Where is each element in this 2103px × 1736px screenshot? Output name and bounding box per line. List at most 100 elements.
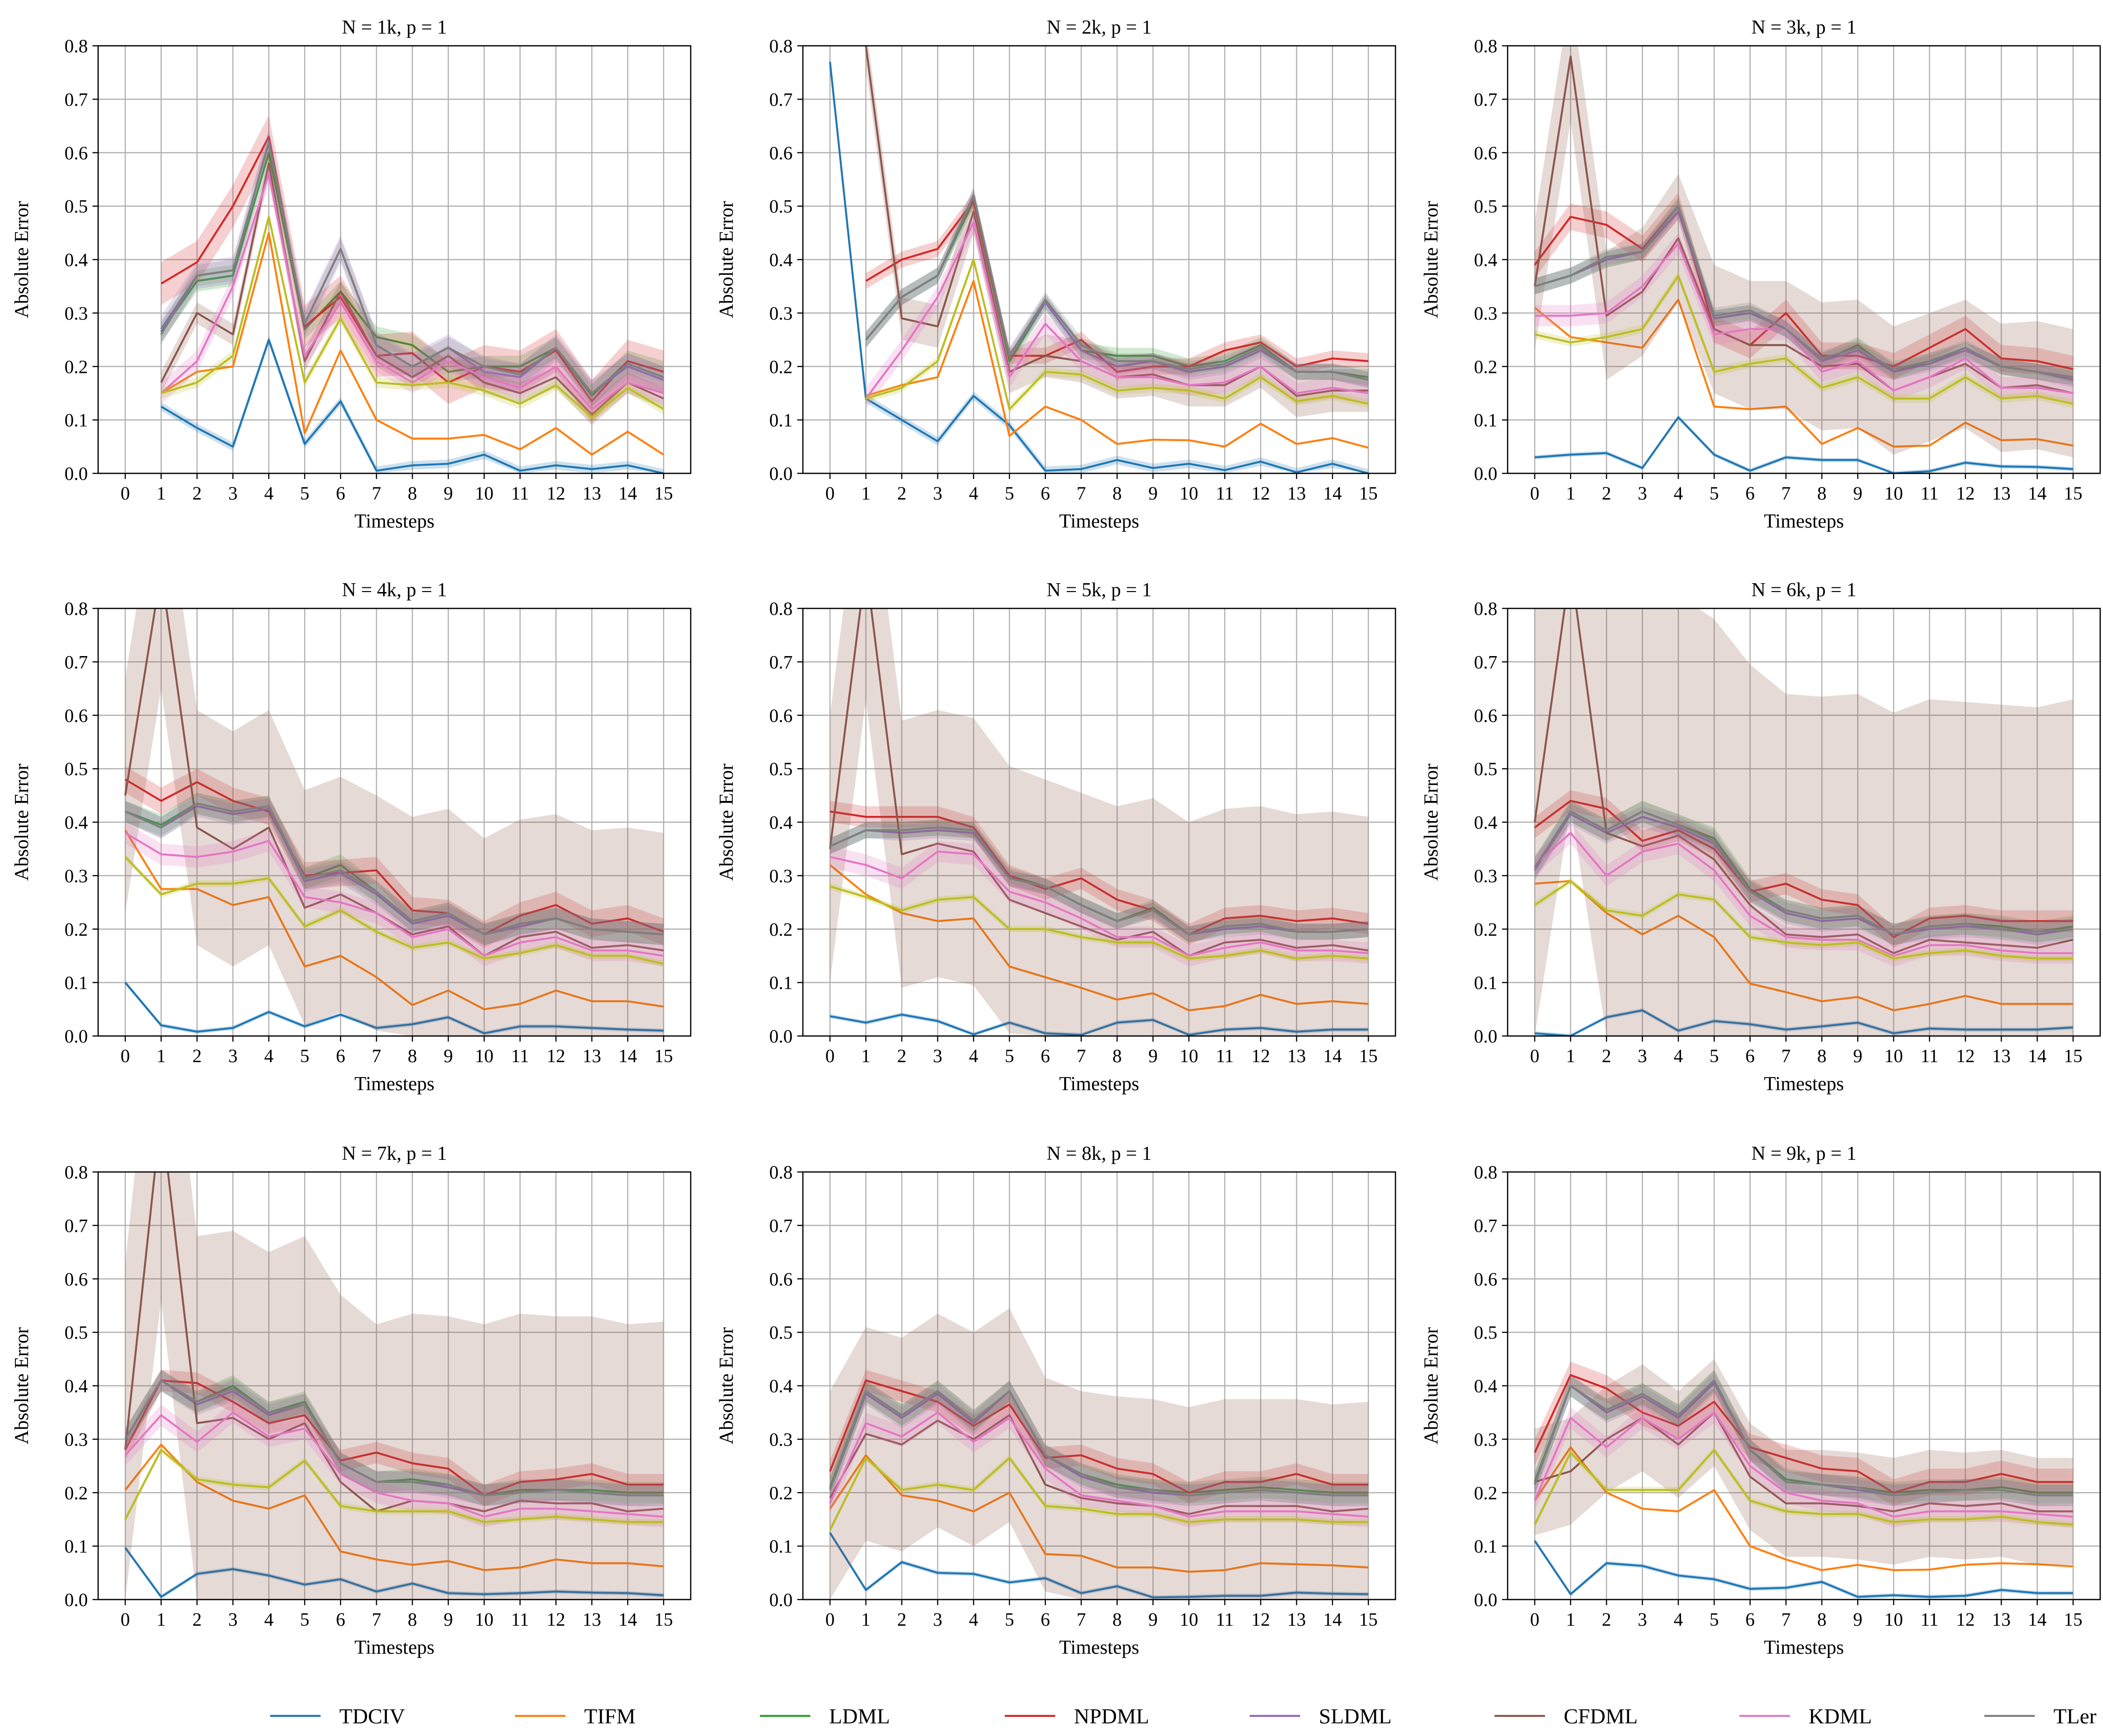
- series-band-ldml: [125, 1370, 664, 1506]
- x-tick-label: 10: [475, 1609, 494, 1630]
- x-axis: 0 1 2 3 4 5 6 7 8 9 10 11 12 13 14 15: [121, 1600, 673, 1630]
- x-tick-label: 15: [654, 483, 673, 504]
- x-tick-label: 8: [1112, 1045, 1122, 1066]
- series-line-tler: [1534, 205, 2074, 379]
- y-tick-label: 0.1: [64, 972, 88, 993]
- x-tick-label: 4: [264, 1609, 273, 1630]
- y-tick-label: 0.3: [1474, 1429, 1497, 1450]
- y-tick-label: 0.2: [64, 919, 88, 940]
- series-line-cfdml: [829, 1414, 1369, 1515]
- x-tick-label: 0: [1530, 1045, 1539, 1066]
- y-axis-label: Absolute Error: [716, 201, 737, 318]
- x-tick-label: 9: [1148, 1609, 1158, 1630]
- x-tick-label: 6: [1041, 1045, 1050, 1066]
- legend-label: CFDML: [1564, 1704, 1638, 1728]
- y-tick-label: 0.5: [769, 1322, 793, 1343]
- y-axis: 0.0 0.1 0.2 0.3 0.4 0.5 0.6 0.7 0.8: [64, 598, 98, 1047]
- series-line-cfdml: [124, 1172, 664, 1513]
- y-tick-label: 0.4: [1474, 812, 1497, 833]
- y-tick-label: 0.6: [64, 143, 88, 164]
- y-tick-label: 0.7: [769, 1215, 793, 1236]
- x-tick-label: 7: [1077, 1609, 1086, 1630]
- y-axis-label: Absolute Error: [1421, 764, 1442, 881]
- x-tick-label: 6: [1041, 483, 1050, 504]
- y-tick-label: 0.7: [1474, 651, 1497, 672]
- y-tick-label: 0.5: [64, 1322, 88, 1343]
- series-band-xler: [161, 211, 664, 423]
- x-tick-label: 1: [157, 1045, 166, 1066]
- series-line-kdml: [829, 1411, 1369, 1518]
- series-band-sldml: [161, 129, 664, 407]
- series-band-tler: [830, 819, 1368, 943]
- y-tick-label: 0.6: [1474, 1269, 1497, 1290]
- y-tick-label: 0.2: [769, 1482, 793, 1503]
- series-band-npdml: [830, 1370, 1368, 1504]
- y-tick-label: 0.8: [769, 1162, 793, 1183]
- x-tick-label: 11: [511, 483, 529, 504]
- series-line-tler: [160, 141, 664, 394]
- y-axis: 0.0 0.1 0.2 0.3 0.4 0.5 0.6 0.7 0.8: [1474, 1162, 1508, 1610]
- series-band-kdml: [830, 841, 1368, 967]
- x-tick-label: 4: [969, 1045, 978, 1066]
- series-line-npdml: [829, 1379, 1368, 1494]
- y-tick-label: 0.0: [64, 1026, 88, 1047]
- y-axis: 0.0 0.1 0.2 0.3 0.4 0.5 0.6 0.7 0.8: [64, 1162, 98, 1610]
- legend-label: SLDML: [1319, 1704, 1392, 1728]
- y-tick-label: 0.3: [1474, 303, 1497, 324]
- x-tick-label: 5: [300, 483, 309, 504]
- series-band-tler: [830, 1380, 1368, 1506]
- series-line-tdciv: [829, 1532, 1369, 1599]
- chart-panel: 0 1 2 3 4 5 6 7 8 9 10 11 12 13 14 150.00.10.20.30.40.5…: [11, 1143, 692, 1658]
- y-axis: 0.0 0.1 0.2 0.3 0.4 0.5 0.6 0.7 0.8: [769, 36, 803, 484]
- y-tick-label: 0.8: [64, 36, 88, 57]
- series-band-kdml: [125, 1401, 664, 1528]
- y-tick-label: 0.1: [769, 1536, 793, 1557]
- y-axis: 0.0 0.1 0.2 0.3 0.4 0.5 0.6 0.7 0.8: [769, 1162, 803, 1610]
- legend-label: NPDML: [1074, 1704, 1149, 1728]
- chart-panel: 0 1 2 3 4 5 6 7 8 9 10 11 12 13 14 150.00.10.20.30.40.5…: [1421, 579, 2101, 1095]
- series-line-xler: [829, 1457, 1368, 1531]
- series-band-sldml: [1535, 1372, 2073, 1506]
- chart-panel: 0 1 2 3 4 5 6 7 8 9 10 11 12 13 14 150.00.10.20.30.40.5…: [716, 579, 1396, 1095]
- y-tick-label: 0.4: [64, 250, 88, 271]
- x-tick-label: 13: [1287, 1609, 1306, 1630]
- y-tick-label: 0.8: [64, 1162, 88, 1183]
- y-axis-label: Absolute Error: [1421, 1327, 1442, 1444]
- x-axis: 0 1 2 3 4 5 6 7 8 9 10 11 12 13 14 15: [1530, 473, 2082, 504]
- x-tick-label: 4: [1674, 483, 1683, 504]
- series-band-cfdml: [830, 1308, 1368, 1600]
- series-band-tler: [1535, 198, 2073, 386]
- y-tick-label: 0.5: [1474, 1322, 1497, 1343]
- x-tick-label: 5: [300, 1045, 309, 1066]
- legend-item: TDCIV: [270, 1704, 405, 1728]
- y-tick-label: 0.4: [769, 812, 793, 833]
- x-tick-label: 8: [408, 1045, 417, 1066]
- x-tick-label: 3: [1638, 1045, 1647, 1066]
- chart-panel: 0 1 2 3 4 5 6 7 8 9 10 11 12 13 14 150.00.10.20.30.40.5…: [1421, 1143, 2101, 1658]
- series-line-xler: [1534, 880, 2073, 960]
- y-tick-label: 0.1: [64, 1536, 88, 1557]
- series-line-cfdml: [829, 608, 1369, 957]
- series-line-kdml: [1534, 1411, 2074, 1518]
- series-line-tifm: [829, 864, 1369, 1012]
- x-tick-label: 6: [1745, 483, 1755, 504]
- x-axis: 0 1 2 3 4 5 6 7 8 9 10 11 12 13 14 15: [121, 1036, 673, 1066]
- y-tick-label: 0.3: [769, 865, 793, 886]
- legend-label: TDCIV: [339, 1704, 405, 1728]
- x-axis: 0 1 2 3 4 5 6 7 8 9 10 11 12 13 14 15: [825, 473, 1378, 504]
- x-tick-label: 3: [933, 483, 942, 504]
- series-line-cfdml: [1533, 55, 2074, 394]
- x-tick-label: 14: [1323, 483, 1342, 504]
- x-tick-label: 10: [1180, 1609, 1198, 1630]
- x-axis-label: Timesteps: [1059, 1637, 1139, 1658]
- series-band-npdml: [830, 800, 1368, 945]
- series-line-tifm: [1534, 880, 2073, 1012]
- y-tick-label: 0.5: [64, 758, 88, 779]
- x-tick-label: 0: [825, 1045, 835, 1066]
- series-line-tdciv: [1534, 1009, 2074, 1036]
- x-tick-label: 15: [654, 1609, 673, 1630]
- y-tick-label: 0.7: [769, 89, 793, 110]
- x-tick-label: 11: [1216, 483, 1234, 504]
- x-tick-label: 0: [121, 483, 130, 504]
